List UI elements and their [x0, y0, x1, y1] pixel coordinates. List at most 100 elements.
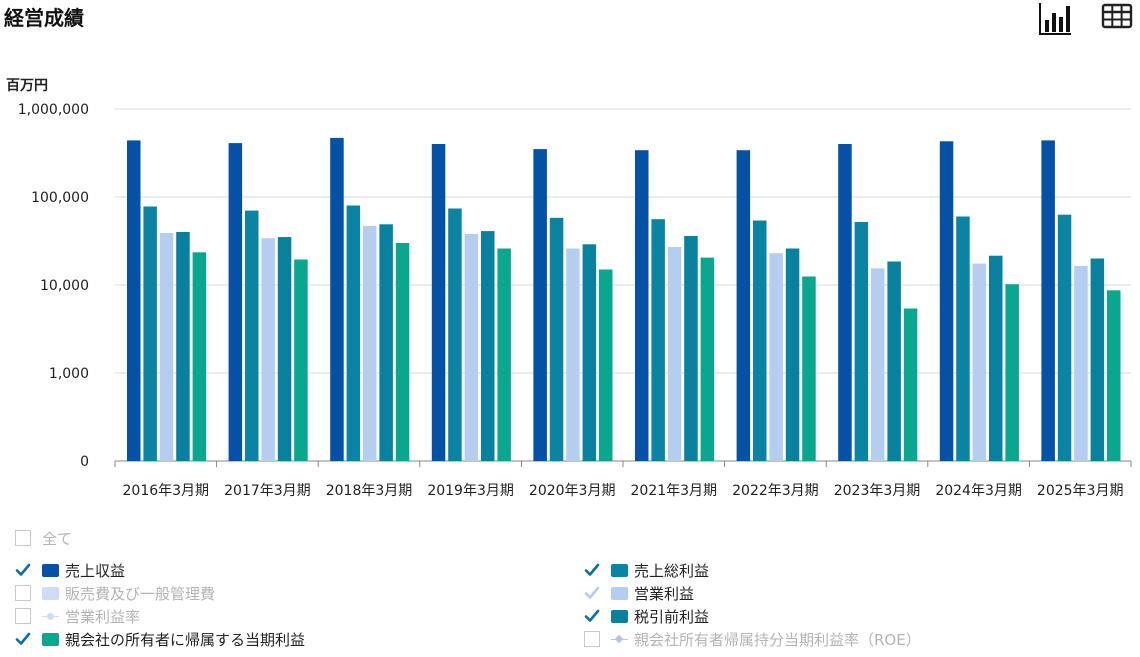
legend-item[interactable]: 税引前利益 — [583, 606, 709, 626]
bar — [448, 208, 462, 461]
legend-label: 親会社の所有者に帰属する当期利益 — [65, 630, 306, 649]
legend: 全て 売上収益 売上総利益販売費及び一般管理費 営業利益営業利益率 税引前利益親会社の… — [0, 520, 1140, 657]
bar — [464, 234, 479, 461]
bar — [176, 232, 190, 461]
x-tick-label: 2022年3月期 — [732, 483, 819, 499]
bar — [939, 141, 954, 462]
x-tick-label: 2024年3月期 — [935, 483, 1022, 499]
bar — [127, 140, 141, 461]
legend-line-marker — [611, 633, 628, 646]
legend-swatch — [611, 609, 628, 623]
table-view-button[interactable] — [1100, 2, 1134, 36]
checkmark-icon[interactable] — [14, 561, 32, 579]
y-axis-unit: 百万円 — [6, 78, 48, 94]
bar — [159, 233, 174, 461]
legend-item[interactable]: 販売費及び一般管理費 — [14, 583, 215, 603]
legend-item[interactable]: 営業利益 — [583, 583, 694, 603]
x-tick-label: 2020年3月期 — [529, 483, 616, 499]
legend-all-toggle[interactable]: 全て — [14, 528, 72, 548]
checkmark-icon[interactable] — [583, 607, 601, 625]
checkmark-icon[interactable] — [583, 561, 601, 579]
bar — [431, 144, 446, 461]
bar — [785, 248, 800, 461]
bar — [769, 253, 783, 461]
table-grid-icon — [1101, 3, 1133, 29]
bar — [481, 231, 495, 461]
bar — [667, 247, 682, 461]
bar — [903, 308, 918, 461]
legend-label: 販売費及び一般管理費 — [65, 584, 216, 603]
y-tick-label: 100,000 — [31, 190, 89, 206]
legend-item[interactable]: 売上総利益 — [583, 560, 709, 580]
bar — [700, 257, 715, 461]
legend-label: 全て — [42, 529, 73, 548]
bar — [143, 206, 157, 461]
bar — [871, 268, 885, 461]
x-tick-label: 2017年3月期 — [224, 483, 311, 499]
checkbox[interactable] — [14, 584, 32, 602]
bar — [294, 259, 308, 461]
bar — [245, 210, 259, 461]
legend-swatch — [42, 632, 59, 646]
x-tick-label: 2018年3月期 — [326, 483, 413, 499]
legend-item[interactable]: 売上収益 — [14, 560, 125, 580]
x-tick-label: 2021年3月期 — [631, 483, 718, 499]
legend-label: 売上収益 — [65, 561, 126, 580]
y-tick-label: 10,000 — [40, 278, 89, 294]
bar — [635, 150, 649, 461]
legend-line-marker — [42, 610, 59, 623]
bar — [1005, 284, 1019, 461]
legend-label: 税引前利益 — [634, 607, 710, 626]
bar — [972, 263, 987, 461]
checkbox[interactable] — [583, 630, 601, 648]
bar — [277, 237, 292, 461]
legend-label: 売上総利益 — [634, 561, 710, 580]
bar — [330, 137, 344, 461]
bar — [1057, 214, 1072, 461]
legend-swatch — [42, 586, 59, 600]
legend-item[interactable]: 営業利益率 — [14, 606, 140, 626]
checkmark-icon[interactable] — [583, 584, 601, 602]
bar-chart: 百万円 1,000,000 100,000 10,000 1,000 0 2016年3月期 2… — [6, 78, 1132, 499]
legend-item[interactable]: 親会社の所有者に帰属する当期利益 — [14, 629, 305, 649]
bar — [753, 220, 767, 461]
bar — [854, 222, 869, 461]
checkbox[interactable] — [14, 607, 32, 625]
bar — [736, 150, 751, 461]
bar-chart-icon — [1039, 3, 1071, 35]
legend-swatch — [611, 586, 628, 600]
bar — [989, 255, 1003, 461]
bar — [261, 238, 275, 461]
bar — [887, 261, 901, 461]
legend-label: 親会社所有者帰属持分当期利益率（ROE） — [634, 630, 921, 649]
legend-label: 営業利益 — [634, 584, 695, 603]
bar — [1074, 265, 1088, 461]
bar — [956, 216, 970, 461]
legend-item[interactable]: 親会社所有者帰属持分当期利益率（ROE） — [583, 629, 921, 649]
bar — [379, 224, 393, 461]
y-tick-label: 1,000,000 — [18, 102, 89, 118]
bar — [497, 248, 511, 461]
bar — [582, 244, 597, 461]
bar — [346, 205, 361, 461]
bar — [1041, 140, 1055, 461]
bar — [395, 243, 410, 461]
x-tick-label: 2025年3月期 — [1037, 483, 1124, 499]
bar — [192, 252, 207, 461]
x-tick-label: 2016年3月期 — [123, 483, 210, 499]
bar — [363, 225, 377, 461]
bar — [802, 276, 816, 461]
bar — [599, 269, 613, 461]
legend-swatch — [611, 563, 628, 577]
x-tick-label: 2023年3月期 — [834, 483, 921, 499]
bar — [1090, 258, 1105, 461]
bar — [533, 149, 547, 461]
checkmark-icon[interactable] — [14, 630, 32, 648]
y-tick-label: 0 — [80, 454, 89, 470]
bar — [566, 248, 580, 461]
bar-chart-view-button[interactable] — [1038, 2, 1072, 36]
bar — [684, 236, 698, 461]
legend-label: 営業利益率 — [65, 607, 141, 626]
checkbox[interactable] — [14, 529, 32, 547]
legend-swatch — [42, 563, 59, 577]
